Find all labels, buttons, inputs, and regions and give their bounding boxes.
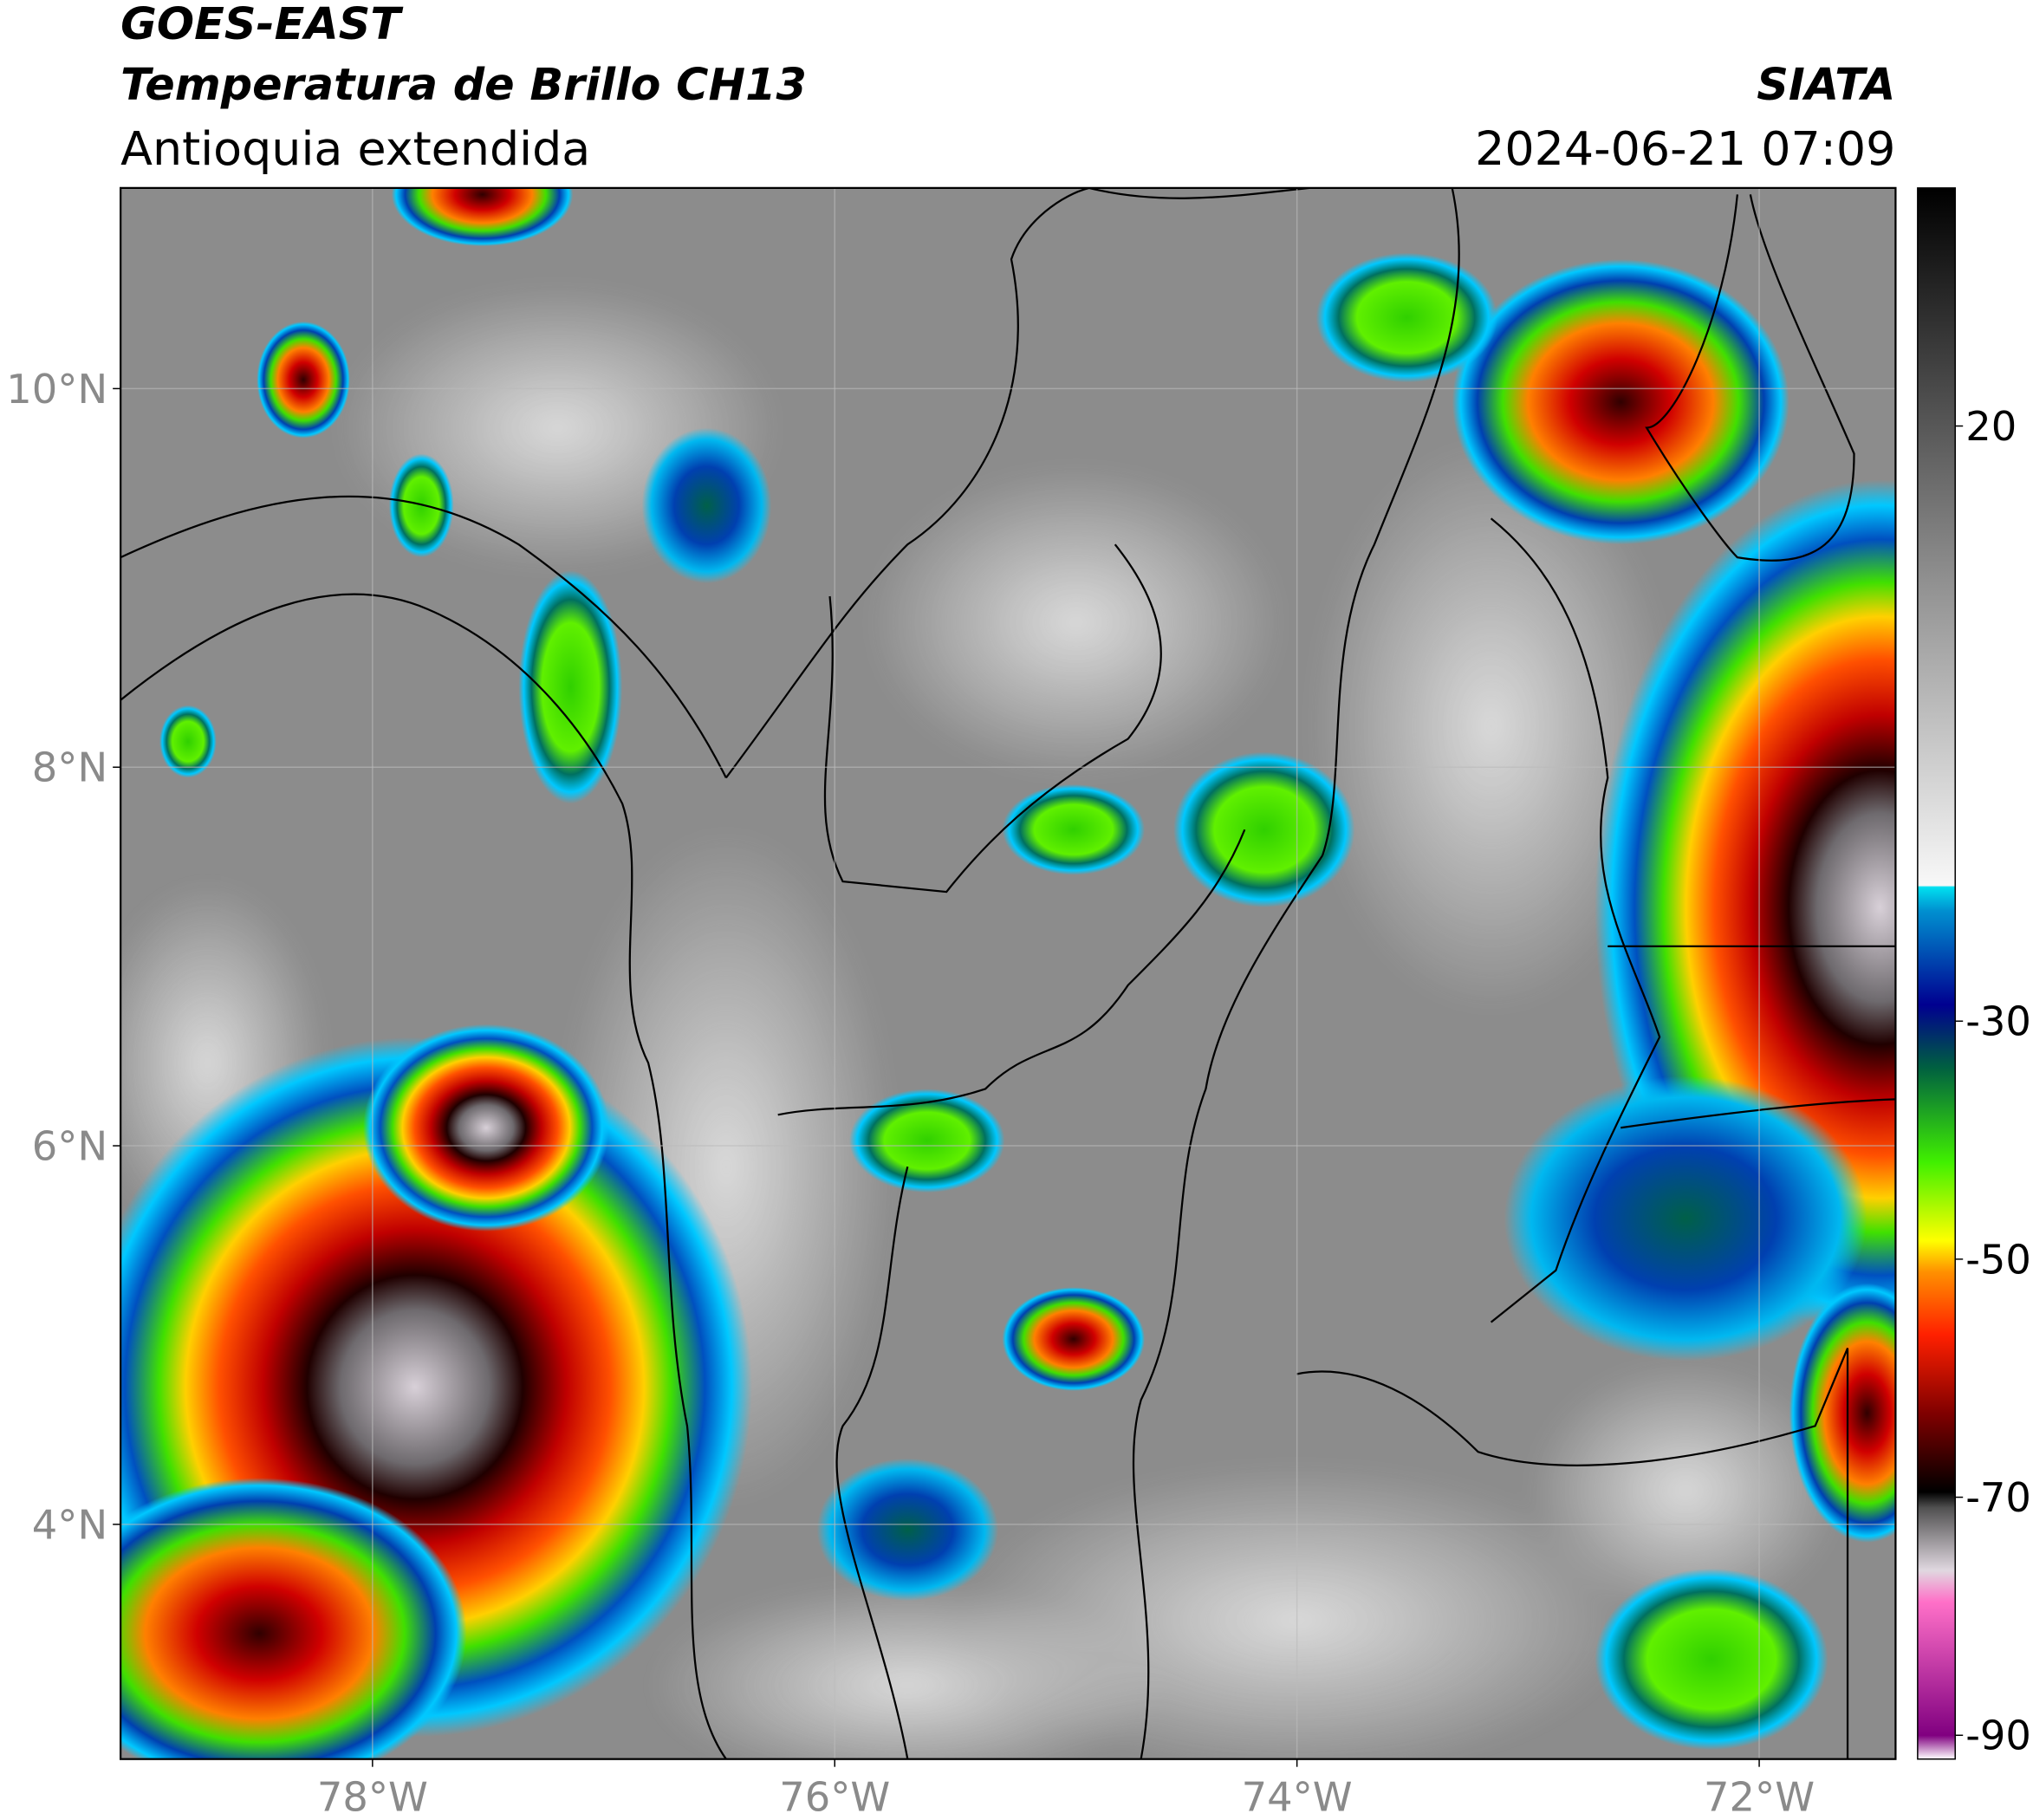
y-tick-label: 6°N [32, 1123, 107, 1170]
ticks: 78°W 76°W 74°W 72°W 4°N 6°N 8°N 10°N -90 -70 -50 -3… [6, 366, 2031, 1820]
map-frame [120, 186, 1897, 1760]
region: Antioquia extendida [120, 121, 590, 176]
x-tick-label: 74°W [1242, 1774, 1353, 1820]
datetime: 2024-06-21 07:09 [1475, 121, 1895, 176]
x-tick-label: 72°W [1704, 1774, 1815, 1820]
colorbar-tick-label: -90 [1965, 1713, 2031, 1759]
grid [120, 187, 1896, 1759]
subtitle: Temperatura de Brillo CH13 [120, 59, 807, 110]
x-tick-label: 78°W [317, 1774, 428, 1820]
colorbar [1917, 187, 1956, 1760]
y-tick-label: 10°N [6, 366, 107, 413]
title: GOES-EAST [120, 0, 404, 49]
colorbar-tick-label: -50 [1965, 1236, 2031, 1283]
brand: SIATA [1757, 59, 1895, 110]
colorbar-tick-label: 20 [1965, 403, 2017, 450]
satellite-image [120, 187, 1896, 1759]
colorbar-tick-label: -30 [1965, 998, 2031, 1045]
y-tick-label: 8°N [32, 744, 107, 791]
y-tick-label: 4°N [32, 1501, 107, 1548]
colorbar-tick-label: -70 [1965, 1474, 2031, 1521]
x-tick-label: 76°W [779, 1774, 890, 1820]
